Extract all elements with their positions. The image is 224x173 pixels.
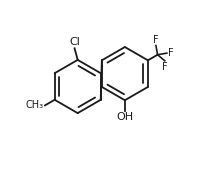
Text: F: F xyxy=(153,35,159,45)
Text: Cl: Cl xyxy=(69,37,80,47)
Text: F: F xyxy=(168,48,173,58)
Text: CH₃: CH₃ xyxy=(26,100,44,110)
Text: OH: OH xyxy=(116,112,134,122)
Text: F: F xyxy=(162,62,168,72)
